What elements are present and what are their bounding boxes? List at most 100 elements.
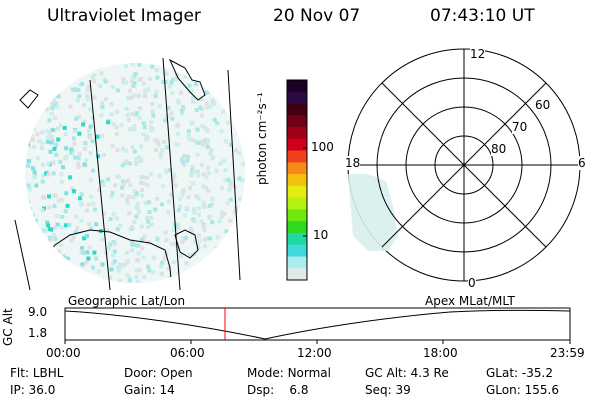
speckle-pixel — [136, 251, 141, 256]
speckle-pixel — [210, 220, 215, 225]
speckle-pixel — [230, 104, 235, 109]
speckle-pixel — [181, 160, 185, 165]
speckle-pixel — [210, 156, 215, 161]
speckle-pixel — [139, 144, 144, 149]
speckle-pixel — [201, 184, 206, 189]
speckle-pixel — [224, 139, 229, 144]
speckle-pixel — [140, 188, 145, 192]
speckle-pixel — [86, 202, 91, 207]
speckle-pixel — [85, 63, 90, 64]
speckle-pixel — [187, 83, 192, 88]
speckle-pixel — [37, 85, 42, 90]
speckle-pixel — [129, 95, 134, 100]
speckle-pixel — [92, 250, 97, 255]
speckle-pixel — [52, 232, 57, 237]
speckle-pixel — [184, 261, 189, 266]
speckle-pixel — [47, 205, 52, 210]
speckle-pixel — [113, 183, 118, 188]
speckle-pixel — [214, 168, 219, 173]
speckle-pixel — [25, 119, 29, 124]
speckle-pixel — [170, 179, 175, 183]
speckle-pixel — [53, 236, 58, 241]
speckle-pixel — [190, 230, 195, 235]
speckle-pixel — [91, 201, 96, 206]
speckle-pixel — [20, 172, 24, 176]
speckle-pixel — [109, 63, 114, 66]
speckle-pixel — [77, 152, 82, 157]
mlt-label-6: 6 — [578, 156, 586, 170]
speckle-pixel — [141, 175, 146, 180]
info-glon: GLon: 155.6 — [486, 383, 559, 397]
speckle-pixel — [82, 119, 87, 124]
speckle-pixel — [26, 163, 31, 168]
speckle-pixel — [91, 168, 96, 173]
speckle-pixel — [146, 225, 151, 229]
speckle-pixel — [76, 276, 80, 281]
speckle-pixel — [76, 156, 81, 161]
speckle-pixel — [69, 147, 74, 152]
speckle-pixel — [111, 122, 116, 127]
x-tick-0600: 06:00 — [170, 346, 205, 360]
speckle-pixel — [39, 73, 44, 78]
speckle-pixel — [159, 271, 164, 276]
speckle-pixel — [76, 161, 81, 166]
speckle-pixel — [153, 94, 158, 99]
speckle-pixel — [132, 220, 137, 224]
speckle-pixel — [50, 247, 55, 252]
speckle-pixel — [95, 134, 100, 139]
speckle-pixel — [92, 79, 96, 84]
speckle-pixel — [49, 63, 54, 67]
speckle-pixel — [84, 158, 89, 163]
speckle-pixel — [25, 205, 26, 210]
speckle-pixel — [138, 268, 143, 273]
speckle-pixel — [247, 223, 251, 227]
speckle-pixel — [160, 260, 165, 265]
speckle-pixel — [55, 259, 60, 264]
speckle-pixel — [166, 106, 171, 110]
speckle-pixel — [237, 115, 242, 120]
speckle-pixel — [238, 129, 243, 134]
colorbar-step — [287, 268, 307, 281]
speckle-pixel — [59, 197, 64, 202]
speckle-pixel — [136, 258, 140, 262]
speckle-pixel — [185, 285, 189, 289]
orbit-ytick-bottom: 1.8 — [28, 326, 48, 340]
speckle-pixel — [201, 200, 206, 205]
speckle-pixel — [250, 94, 254, 98]
speckle-pixel — [86, 256, 91, 261]
speckle-pixel — [25, 155, 26, 160]
speckle-pixel — [198, 70, 203, 74]
speckle-pixel — [143, 88, 148, 93]
speckle-pixel — [231, 280, 236, 283]
speckle-pixel — [100, 105, 105, 110]
speckle-pixel — [61, 63, 66, 65]
speckle-pixel — [35, 156, 40, 161]
speckle-pixel — [172, 280, 177, 283]
speckle-pixel — [102, 152, 106, 157]
speckle-pixel — [112, 241, 117, 246]
speckle-pixel — [153, 138, 158, 143]
speckle-pixel — [244, 100, 245, 105]
speckle-pixel — [206, 73, 211, 78]
speckle-pixel — [134, 156, 139, 161]
speckle-pixel — [88, 151, 93, 156]
speckle-pixel — [206, 188, 211, 193]
speckle-pixel — [243, 256, 245, 261]
meridian-line — [227, 69, 241, 281]
speckle-pixel — [137, 287, 141, 290]
speckle-pixel — [166, 199, 171, 204]
speckle-pixel — [220, 186, 224, 191]
speckle-pixel — [127, 211, 132, 216]
speckle-pixel — [214, 252, 219, 257]
speckle-pixel — [195, 243, 200, 248]
speckle-pixel — [114, 216, 119, 221]
speckle-pixel — [96, 269, 101, 274]
speckle-pixel — [134, 191, 139, 196]
speckle-pixel — [199, 113, 204, 118]
colorbar-step — [287, 174, 307, 187]
speckle-pixel — [215, 67, 220, 72]
speckle-pixel — [80, 246, 84, 251]
speckle-pixel — [21, 107, 25, 111]
speckle-pixel — [195, 169, 200, 174]
colorbar-step — [287, 150, 307, 163]
